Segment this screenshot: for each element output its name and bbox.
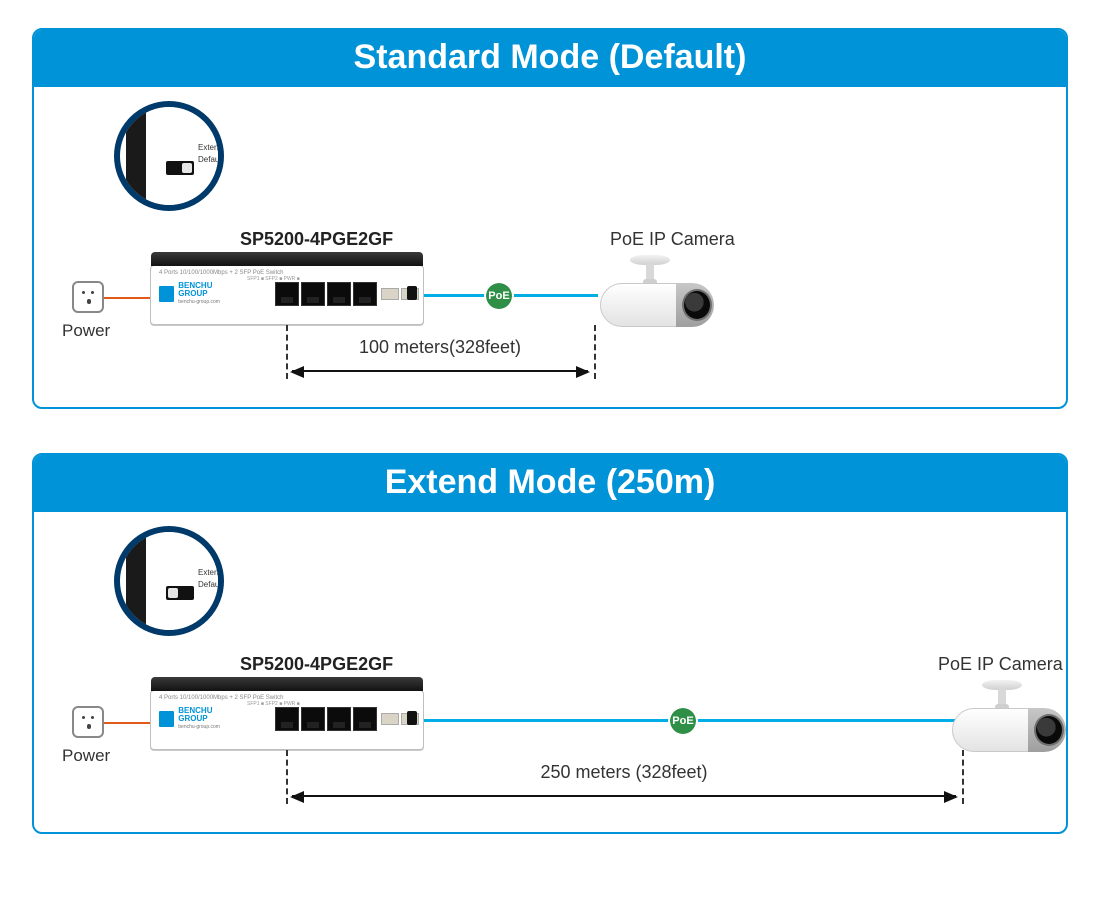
power-outlet-icon bbox=[72, 706, 104, 738]
power-cable bbox=[104, 297, 154, 299]
switch-brand-logo: BENCHU GROUPbenchu-group.com bbox=[159, 709, 241, 729]
dip-switch-icon bbox=[166, 586, 194, 600]
panel-extend: Extend Mode (250m) Extend Default Power … bbox=[32, 453, 1068, 834]
dim-marker-right bbox=[962, 750, 964, 804]
poe-switch-device: 4 Ports 10/100/1000Mbps + 2 SFP PoE Swit… bbox=[150, 690, 424, 750]
zoom-label-extend: Extend bbox=[198, 568, 223, 577]
switch-model-label: SP5200-4PGE2GF bbox=[240, 654, 393, 675]
switch-model-label: SP5200-4PGE2GF bbox=[240, 229, 393, 250]
panel-body: Extend Default Power SP5200-4PGE2GF 4 Po… bbox=[34, 87, 1066, 407]
distance-label: 250 meters (328feet) bbox=[292, 762, 956, 783]
dip-switch bbox=[407, 711, 417, 725]
zoom-label-default: Default bbox=[198, 155, 223, 164]
panel-title: Standard Mode (Default) bbox=[34, 30, 1066, 87]
dim-marker-left bbox=[286, 750, 288, 804]
rj45-ports bbox=[275, 707, 377, 731]
panel-standard: Standard Mode (Default) Extend Default P… bbox=[32, 28, 1068, 409]
dim-marker-right bbox=[594, 325, 596, 379]
zoom-label-default: Default bbox=[198, 580, 223, 589]
switch-brand-logo: BENCHU GROUPbenchu-group.com bbox=[159, 284, 241, 304]
power-cable bbox=[104, 722, 154, 724]
brand-url: benchu-group.com bbox=[178, 723, 241, 731]
brand-name: BENCHU GROUP bbox=[178, 281, 212, 298]
mode-switch-zoom: Extend Default bbox=[114, 526, 224, 636]
poe-switch-device: 4 Ports 10/100/1000Mbps + 2 SFP PoE Swit… bbox=[150, 265, 424, 325]
ip-camera-icon bbox=[946, 680, 1066, 776]
poe-badge: PoE bbox=[486, 283, 512, 309]
camera-label: PoE IP Camera bbox=[938, 654, 1063, 675]
distance-dimension: 250 meters (328feet) bbox=[292, 786, 956, 806]
power-outlet-icon bbox=[72, 281, 104, 313]
power-label: Power bbox=[62, 321, 110, 341]
panel-body: Extend Default Power SP5200-4PGE2GF 4 Po… bbox=[34, 512, 1066, 832]
camera-label: PoE IP Camera bbox=[610, 229, 735, 250]
distance-dimension: 100 meters(328feet) bbox=[292, 361, 588, 381]
brand-name: BENCHU GROUP bbox=[178, 706, 212, 723]
dim-marker-left bbox=[286, 325, 288, 379]
brand-url: benchu-group.com bbox=[178, 298, 241, 306]
ip-camera-icon bbox=[594, 255, 714, 351]
power-label: Power bbox=[62, 746, 110, 766]
distance-label: 100 meters(328feet) bbox=[292, 337, 588, 358]
dip-switch-icon bbox=[166, 161, 194, 175]
zoom-label-extend: Extend bbox=[198, 143, 223, 152]
poe-badge: PoE bbox=[670, 708, 696, 734]
dip-switch bbox=[407, 286, 417, 300]
panel-title: Extend Mode (250m) bbox=[34, 455, 1066, 512]
rj45-ports bbox=[275, 282, 377, 306]
mode-switch-zoom: Extend Default bbox=[114, 101, 224, 211]
